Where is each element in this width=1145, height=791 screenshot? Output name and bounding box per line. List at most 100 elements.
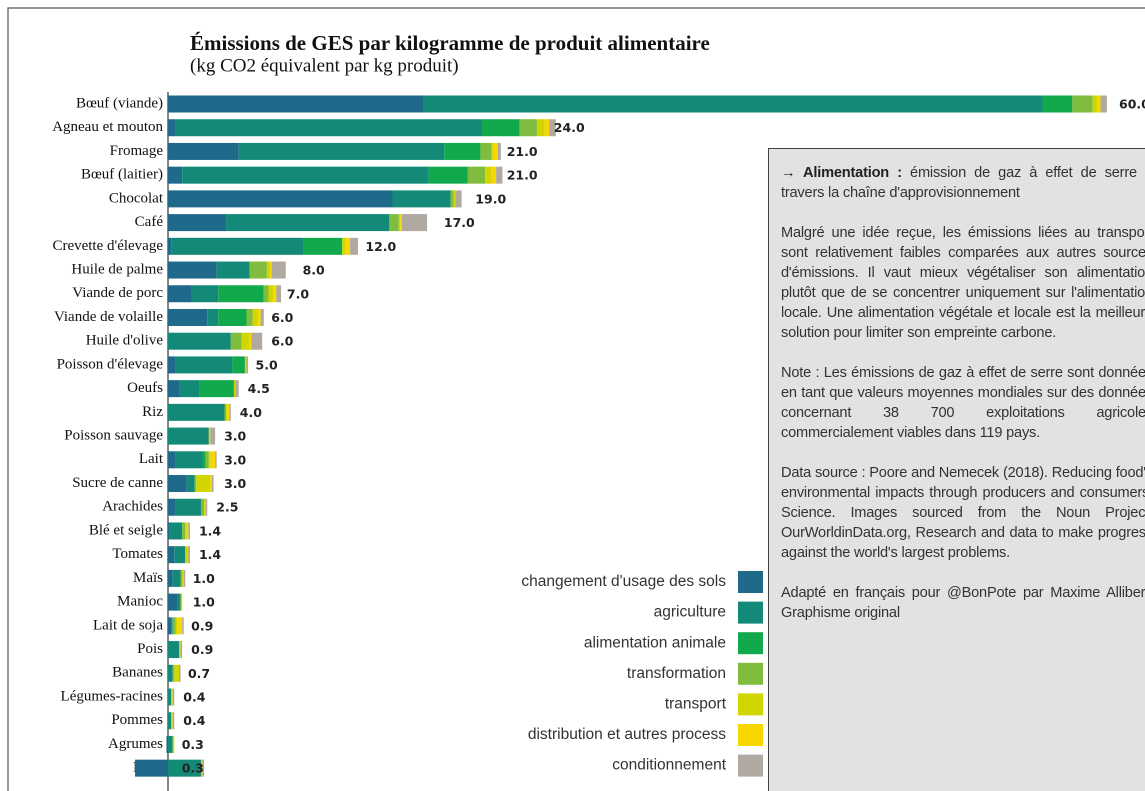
bar-segment: [226, 403, 228, 421]
bar-segment: [233, 380, 236, 398]
bar-segment: [232, 356, 245, 374]
bar-segment: [257, 308, 261, 326]
bar-segment: [207, 308, 219, 326]
bar-segment: [168, 380, 179, 398]
bar-segment: [171, 688, 173, 706]
bar-segment: [210, 427, 216, 445]
category-label: Bœuf (viande): [76, 95, 163, 111]
legend-swatch: [738, 754, 763, 777]
legend-swatch: [738, 632, 763, 655]
bar-segment: [168, 451, 176, 469]
bar-segment: [260, 308, 264, 326]
bar-segment: [168, 356, 176, 374]
bar-segment: [168, 119, 176, 137]
bar-segment: [177, 617, 183, 635]
bar-segment: [182, 569, 184, 587]
bar-segment: [536, 119, 545, 137]
category-label: Chocolat: [109, 190, 164, 206]
category-label: Huile d'olive: [86, 333, 164, 349]
bar-segment: [202, 451, 206, 469]
bar-segment: [168, 190, 393, 208]
paragraph: Data source : Poore and Nemecek (2018). …: [781, 465, 1145, 561]
total-label: 3.0: [224, 476, 246, 491]
bar-segment: [480, 142, 492, 160]
bar-segment: [1097, 95, 1101, 113]
bar-segment: [208, 427, 211, 445]
bar-segment: [268, 285, 274, 303]
bar-segment: [1042, 95, 1073, 113]
total-label: 60.0: [1119, 97, 1145, 112]
total-label: 21.0: [507, 168, 538, 183]
legend-label: conditionnement: [612, 757, 726, 774]
bar-segment: [398, 214, 401, 232]
total-label: 4.0: [240, 405, 262, 420]
bar-segment: [497, 142, 501, 160]
chart-title: Émissions de GES par kilogramme de produ…: [190, 31, 710, 55]
bar-segment: [491, 142, 493, 160]
total-label: 5.0: [256, 357, 278, 372]
bar-segment: [169, 522, 183, 540]
chart-subtitle: (kg CO2 équivalent par kg produit): [190, 55, 459, 76]
total-label: 0.9: [191, 618, 213, 633]
total-label: 1.4: [199, 547, 221, 562]
bar-segment: [178, 664, 181, 682]
legend-label: agriculture: [654, 604, 726, 621]
bar-segment: [180, 569, 183, 587]
bar-segment: [168, 546, 175, 564]
bar-segment: [1100, 95, 1107, 113]
bar-segment: [210, 451, 216, 469]
total-label: 6.0: [271, 334, 293, 349]
category-label: Agneau et mouton: [52, 119, 163, 135]
bar-segment: [273, 285, 277, 303]
total-label: 0.3: [182, 737, 204, 752]
bar-segment: [166, 735, 168, 753]
bar-segment: [177, 593, 181, 611]
bar-segment: [180, 641, 183, 659]
bar-segment: [266, 261, 271, 279]
legend-label: transformation: [627, 665, 726, 682]
bar-segment: [238, 142, 445, 160]
bar-segment: [183, 569, 186, 587]
bar-segment: [224, 403, 227, 421]
bar-segment: [342, 237, 346, 255]
bar-segment: [172, 617, 176, 635]
bar-segment: [199, 380, 234, 398]
bar-segment: [182, 522, 186, 540]
bar-segment: [303, 237, 343, 255]
bar-segment: [345, 237, 351, 255]
legend-swatch: [738, 601, 763, 624]
bar-segment: [467, 166, 486, 184]
paragraph: Note : Les émissions de gaz à effet de s…: [781, 365, 1145, 441]
bar-segment: [392, 190, 451, 208]
total-label: 0.3: [182, 761, 204, 776]
bar-segment: [185, 522, 187, 540]
total-label: 19.0: [475, 191, 506, 206]
category-label: Maïs: [133, 570, 163, 586]
paragraph: Malgré une idée reçue, les émissions lié…: [781, 225, 1145, 341]
bar-segment: [208, 451, 211, 469]
bar-segment: [205, 498, 208, 516]
bar-segment: [168, 166, 183, 184]
bar-segment: [246, 308, 253, 326]
bar-segment: [168, 617, 172, 635]
frame: [7, 7, 1145, 791]
bar-segment: [428, 166, 468, 184]
bar-segment: [227, 403, 230, 421]
bar-segment: [171, 237, 304, 255]
paragraph: Adapté en français pour @BonPote par Max…: [781, 585, 1145, 621]
bar-segment: [485, 166, 492, 184]
legend-swatch: [738, 693, 763, 716]
bar-segment: [172, 664, 175, 682]
total-label: 0.9: [191, 642, 213, 657]
category-label: Poisson sauvage: [64, 428, 163, 444]
category-label: Poisson d'élevage: [57, 356, 164, 372]
bar-segment: [186, 522, 189, 540]
bar-segment: [168, 214, 227, 232]
bar-segment: [218, 285, 264, 303]
bar-segment: [168, 237, 172, 255]
total-label: 0.7: [188, 666, 210, 681]
bar-segment: [171, 712, 173, 730]
bar-segment: [186, 475, 195, 493]
